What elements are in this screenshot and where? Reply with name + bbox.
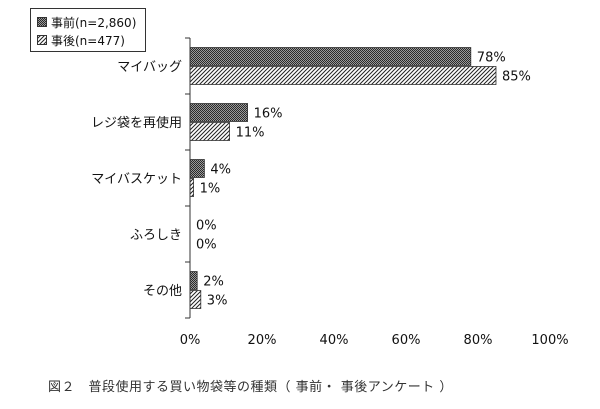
category-label: レジ袋を再使用 bbox=[91, 115, 182, 131]
legend: 事前(n=2,860) 事後(n=477) bbox=[30, 8, 146, 52]
data-label-before: 4% bbox=[210, 163, 231, 178]
data-label-after: 11% bbox=[236, 126, 265, 141]
x-tick-label: 0% bbox=[180, 333, 201, 348]
data-label-after: 0% bbox=[196, 238, 217, 253]
legend-label-before: 事前(n=2,860) bbox=[51, 15, 137, 30]
data-label-before: 78% bbox=[477, 51, 506, 66]
bar-after bbox=[189, 178, 194, 197]
category-label: ふろしき bbox=[130, 228, 182, 243]
x-tick-label: 100% bbox=[531, 333, 568, 348]
data-label-after: 85% bbox=[502, 70, 531, 85]
data-label-after: 1% bbox=[200, 182, 221, 197]
x-tick-label: 40% bbox=[320, 333, 349, 348]
bar-after bbox=[189, 66, 497, 85]
bar-after bbox=[189, 122, 230, 141]
legend-item-before: 事前(n=2,860) bbox=[37, 14, 136, 30]
category-label: マイバッグ bbox=[117, 60, 182, 75]
data-label-after: 3% bbox=[207, 294, 228, 309]
bar-after bbox=[189, 290, 202, 309]
bar-before bbox=[189, 47, 472, 66]
x-tick-label: 60% bbox=[392, 333, 421, 348]
data-label-before: 2% bbox=[203, 275, 224, 290]
legend-label-after: 事後(n=477) bbox=[51, 33, 125, 48]
x-tick-label: 80% bbox=[464, 333, 493, 348]
legend-item-after: 事後(n=477) bbox=[37, 32, 125, 48]
bar-before bbox=[189, 103, 248, 122]
data-label-before: 16% bbox=[254, 107, 283, 122]
category-label: その他 bbox=[143, 284, 182, 299]
figure-caption: 図２ 普段使用する買い物袋等の種類（ 事前・ 事後アンケート ） bbox=[48, 380, 453, 395]
data-label-before: 0% bbox=[196, 219, 217, 234]
x-tick-label: 20% bbox=[248, 333, 277, 348]
bar-before bbox=[189, 271, 198, 290]
bar-before bbox=[189, 159, 205, 178]
legend-swatch-after bbox=[37, 35, 47, 45]
category-label: マイバスケット bbox=[91, 172, 182, 187]
legend-swatch-before bbox=[37, 17, 47, 27]
